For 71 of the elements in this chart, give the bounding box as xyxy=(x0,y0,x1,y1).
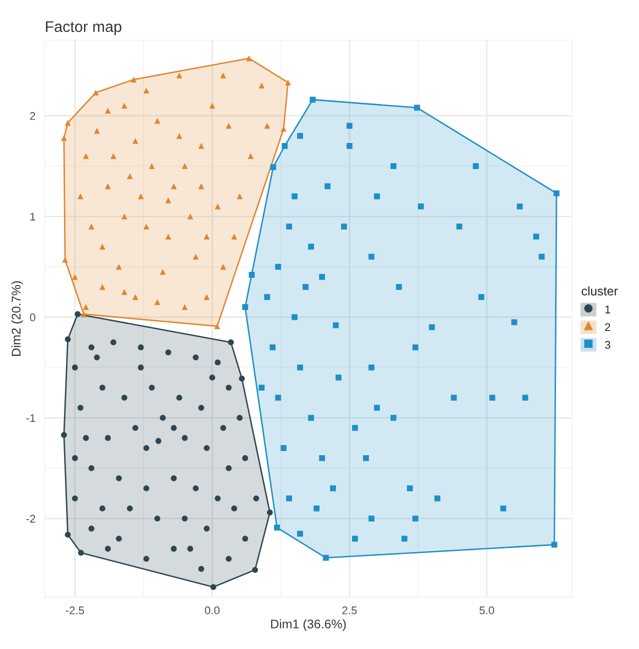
point xyxy=(182,304,188,310)
point xyxy=(165,197,172,204)
point xyxy=(82,153,89,159)
point xyxy=(285,80,291,86)
point xyxy=(209,102,216,109)
legend-label: 2 xyxy=(605,323,610,331)
point xyxy=(77,193,84,200)
chart-title: Factor map xyxy=(46,21,122,36)
point xyxy=(121,214,128,220)
y-tick-label: -2 xyxy=(26,514,36,523)
x-tick-label: -2.5 xyxy=(66,606,84,614)
point xyxy=(121,102,128,109)
point xyxy=(214,323,220,330)
point xyxy=(126,173,133,180)
point xyxy=(132,294,138,300)
legend-title: cluster xyxy=(582,286,618,296)
point xyxy=(143,88,150,94)
point xyxy=(258,82,265,88)
y-tick-label: 2 xyxy=(30,112,36,120)
legend-label: 3 xyxy=(604,340,610,349)
point xyxy=(231,234,238,240)
point xyxy=(214,203,221,210)
y-tick-label: -1 xyxy=(26,414,36,422)
point xyxy=(182,163,188,170)
point xyxy=(264,122,270,129)
point xyxy=(94,128,100,134)
point xyxy=(99,244,106,250)
point xyxy=(130,76,137,82)
legend-label: 1 xyxy=(605,306,610,314)
point xyxy=(198,183,204,190)
point xyxy=(116,264,122,270)
point xyxy=(92,90,99,96)
point xyxy=(165,234,172,240)
x-tick-label: 2.5 xyxy=(342,606,357,614)
point xyxy=(121,289,128,295)
point xyxy=(176,72,182,78)
point xyxy=(220,264,226,270)
point xyxy=(138,193,144,200)
point xyxy=(143,224,150,230)
point xyxy=(176,132,182,139)
y-tick-label: 1 xyxy=(30,212,36,220)
point xyxy=(204,294,210,300)
point xyxy=(148,163,155,170)
x-tick-label: 5.0 xyxy=(480,606,494,614)
point xyxy=(104,108,111,114)
point xyxy=(220,72,226,78)
point xyxy=(104,183,111,190)
point xyxy=(204,234,210,240)
point xyxy=(154,118,160,124)
x-tick-label: 0.0 xyxy=(204,606,220,614)
point xyxy=(154,299,160,305)
y-tick-label: 0 xyxy=(30,313,36,322)
point xyxy=(110,153,116,159)
point xyxy=(61,134,67,141)
point xyxy=(248,153,254,159)
y-axis-title: Dim2 (20.7%) xyxy=(11,281,24,356)
point xyxy=(246,55,252,62)
point xyxy=(198,143,204,149)
x-axis-title: Dim1 (36.6%) xyxy=(271,619,346,631)
point xyxy=(187,214,194,220)
point xyxy=(170,183,177,190)
point xyxy=(99,284,106,290)
point xyxy=(280,126,287,132)
point xyxy=(64,120,71,126)
point xyxy=(226,122,232,129)
point xyxy=(160,268,166,275)
point xyxy=(88,224,94,230)
point xyxy=(80,311,87,318)
point xyxy=(132,138,138,144)
point xyxy=(236,193,243,200)
point xyxy=(82,304,89,310)
